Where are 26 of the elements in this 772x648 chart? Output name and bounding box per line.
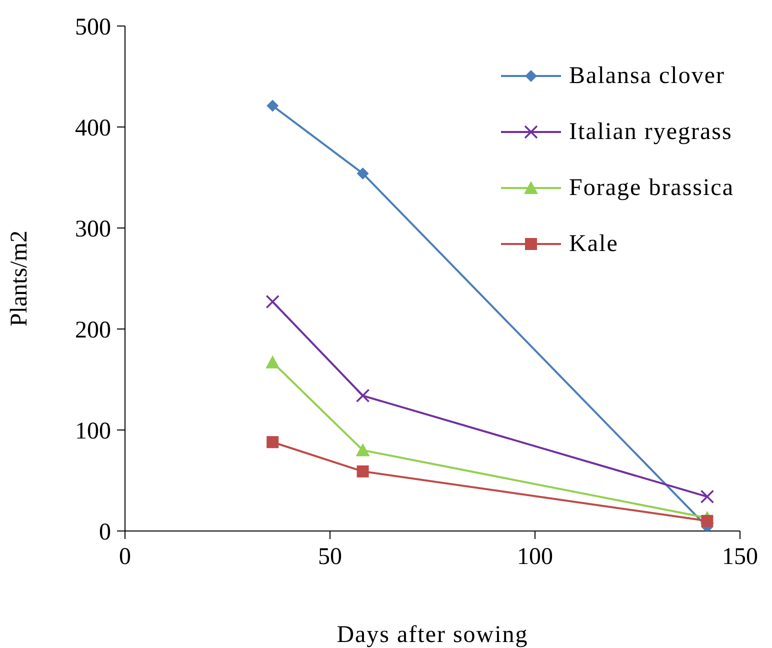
legend-label: Kale <box>569 230 618 258</box>
point <box>356 167 369 180</box>
legend-label: Italian ryegrass <box>569 118 732 146</box>
point <box>700 490 714 504</box>
x-tick-label: 50 <box>318 544 342 570</box>
point <box>266 436 279 448</box>
point <box>356 443 370 456</box>
x-tick-label: 100 <box>517 544 553 570</box>
legend-label: Forage brassica <box>569 174 734 202</box>
point <box>266 294 280 309</box>
y-tick-label: 400 <box>75 116 111 142</box>
y-tick-label: 100 <box>75 418 111 445</box>
y-tick-label: 200 <box>75 318 111 344</box>
y-tick-label: 0 <box>99 520 111 546</box>
x-axis-title: Days after sowing <box>336 622 528 648</box>
point <box>356 388 370 403</box>
point <box>701 514 714 527</box>
point <box>266 100 279 112</box>
y-tick-label: 300 <box>75 216 111 243</box>
y-axis-title: Plants/m2 <box>6 230 33 327</box>
point <box>266 355 280 368</box>
x-tick-label: 0 <box>119 544 131 570</box>
point <box>356 465 369 478</box>
legend-label: Balansa clover <box>569 62 725 90</box>
x-tick-label: 150 <box>722 544 758 570</box>
y-tick-label: 500 <box>75 14 111 41</box>
